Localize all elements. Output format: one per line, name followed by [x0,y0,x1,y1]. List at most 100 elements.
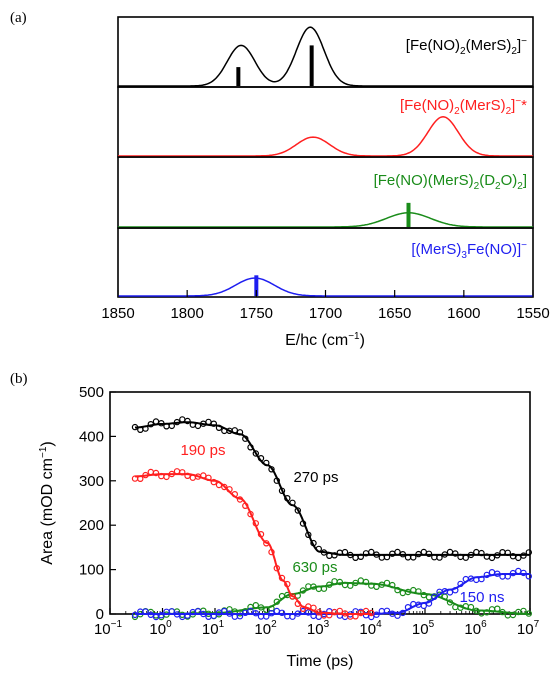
kinetic-270-ps-point [236,429,244,436]
spectrum-1-label: [Fe(NO)2(MerS)2]− [406,36,527,57]
kinetic-150-ns-point [478,575,485,583]
kinetic-150-ns-point [168,608,175,615]
kinetic-630-ps-point [452,603,459,611]
kinetic-270-ps-point [168,422,175,430]
kinetic-270-ps-point [352,554,359,562]
kinetic-190-ps-point [326,612,333,619]
kinetic-270-ps-point [205,418,212,426]
kinetic-630-ps-point [247,603,254,611]
kinetic-630-ps-point [415,588,422,595]
kinetic-630-ps-point [494,605,501,612]
kinetic-630-ps-point [520,607,527,615]
kinetic-190-ps-point [147,468,154,476]
panel-a-label: (a) [10,10,27,26]
kinetic-270-ps-point [263,459,270,467]
kinetic-270-ps-point [147,421,154,428]
kinetic-190-ps-point [252,520,259,527]
kinetic-270-ps-point [462,554,469,561]
kinetic-190-ps-point [289,593,296,600]
b-ytick-label-2: 200 [79,517,104,534]
b-annotation-150-ns: 150 ns [459,589,504,606]
kinetic-150-ns-point [520,569,527,577]
b-ytick-label-0: 0 [96,606,104,623]
kinetic-190-ps-point [163,473,170,481]
kinetic-190-ps-point [137,475,144,482]
kinetic-270-ps-point [494,552,501,559]
kinetic-630-ps-point [425,594,433,601]
kinetic-190-ps-point [205,474,212,481]
a-x-axis-label: E/hc (cm−1) [285,331,365,349]
kinetic-190-ps-point [310,604,317,612]
kinetic-190-ps-point [179,469,186,476]
kinetic-630-ps-point [320,585,328,592]
kinetic-630-ps-point [446,599,454,606]
panel-b-label: (b) [10,371,28,387]
b-xtick-label-8: 107 [517,619,540,638]
kinetic-190-ps-point [368,609,375,617]
kinetic-190-ps-point [315,609,322,616]
kinetic-190-ps-point [200,472,207,479]
kinetic-270-ps-point [184,417,191,425]
kinetic-150-ns-point [483,571,490,579]
kinetic-150-ns-point [268,610,275,617]
kinetic-270-ps-point [273,477,280,484]
kinetic-630-ps-point [473,607,480,615]
spectrum-1-curve [118,26,533,87]
kinetic-270-ps-point [383,553,391,561]
b-ytick-label-4: 400 [79,428,104,445]
kinetic-630-ps-point [467,603,475,611]
kinetic-270-ps-point [284,495,291,502]
kinetic-630-ps-point [404,588,412,596]
kinetic-630-ps-point [305,583,312,590]
kinetic-630-ps-point [483,609,490,616]
kinetic-150-ns-point [457,580,464,588]
kinetic-190-ps-point [242,502,249,509]
kinetic-150-ns-point [525,573,533,580]
kinetic-270-ps-point [368,548,375,556]
kinetic-270-ps-point [310,539,317,547]
kinetic-150-ns-point [399,609,406,617]
kinetic-150-ns-point [488,569,496,576]
spectrum-2-label: [Fe(NO)2(MerS)2]−* [400,96,527,117]
kinetic-150-ns-point [263,613,270,620]
kinetic-270-ps-point [410,554,417,561]
kinetic-150-ns-point [184,612,191,619]
b-xtick-label-7: 106 [464,619,487,638]
kinetic-630-ps-point [420,591,427,599]
kinetic-270-ps-point [347,551,354,559]
kinetic-150-ns-point [278,609,286,617]
kinetic-190-ps-point [142,471,149,479]
kinetic-190-ps-point [221,483,228,491]
kinetic-270-ps-point [394,548,401,556]
kinetic-190-ps-point [257,531,265,538]
kinetic-270-ps-point [520,552,527,559]
kinetic-630-ps-point [383,579,391,587]
kinetic-270-ps-point [152,418,160,425]
kinetic-190-ps-point [184,472,191,479]
kinetic-630-ps-point [509,611,517,619]
kinetic-150-ns-point [446,589,454,596]
kinetic-630-ps-point [352,579,359,587]
kinetic-190-ps-point [299,605,307,613]
kinetic-630-ps-point [336,578,343,586]
kinetic-630-ps-point [310,583,317,590]
kinetic-150-ns-point [210,612,217,620]
kinetic-630-ps-point [252,602,259,609]
kinetic-190-ps-point [231,491,238,498]
kinetic-630-ps-point [436,591,443,598]
kinetic-150-ns-point [431,593,438,601]
kinetic-150-ns-point [236,613,244,620]
kinetic-270-ps-point [299,520,307,527]
b-xtick-label-6: 105 [412,619,435,638]
kinetic-150-ns-point [194,608,202,615]
b-xtick-label-0: 10−1 [94,619,123,638]
kinetic-150-ns-point [247,607,254,615]
kinetic-190-ps-point [189,474,196,481]
kinetic-270-ps-point [210,420,217,427]
kinetic-270-ps-point [326,552,333,560]
kinetic-190-ps-point [357,609,364,617]
a-xtick-label-5: 1600 [447,305,480,322]
kinetic-150-ns-point [152,613,160,621]
kinetic-270-ps-point [525,549,533,556]
b-xtick-label-2: 101 [202,619,225,638]
